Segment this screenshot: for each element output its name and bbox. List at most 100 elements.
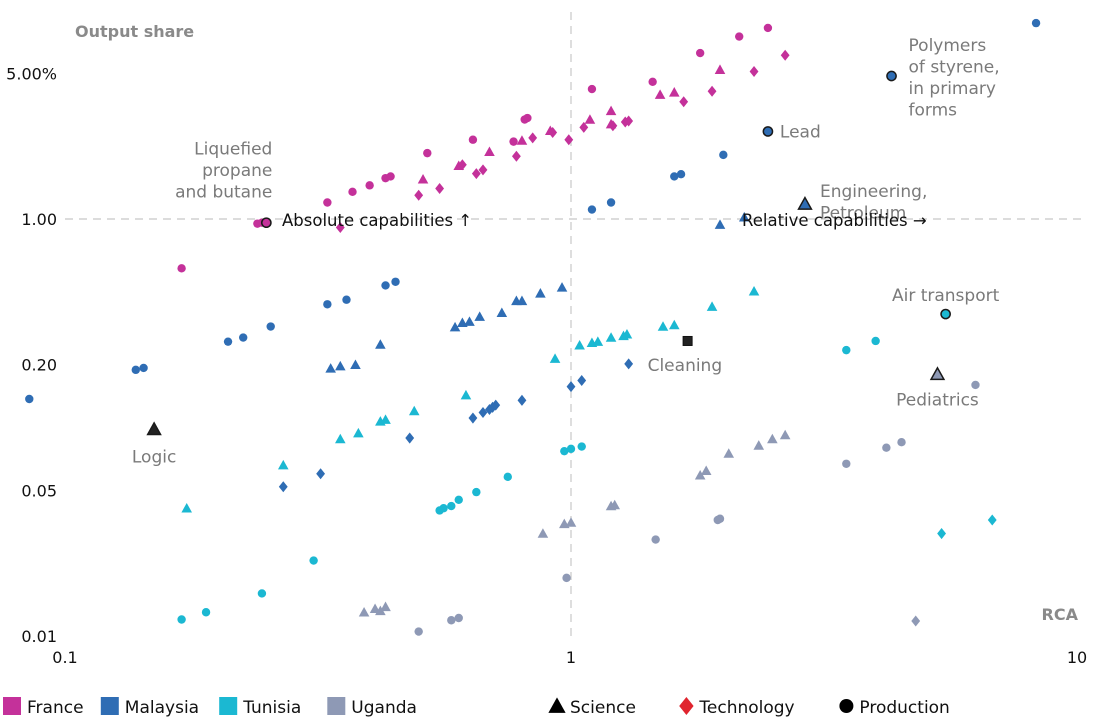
data-point-uganda (753, 440, 765, 450)
data-point-malaysia (606, 198, 616, 207)
data-point-france (478, 164, 488, 176)
data-point-uganda (971, 380, 980, 390)
data-point-malaysia (278, 481, 288, 493)
data-point-tunisia (937, 528, 947, 540)
data-point-tunisia (566, 444, 576, 454)
legend-label: Science (570, 698, 636, 718)
annotation-label: Lead (780, 122, 821, 142)
data-point-uganda (911, 615, 921, 627)
data-point-france (348, 187, 357, 197)
data-point-uganda (565, 517, 577, 527)
data-point-malaysia (517, 394, 527, 406)
data-point-uganda (375, 605, 386, 616)
data-point-tunisia (842, 345, 851, 355)
annotation-label: Liquefied propane and butane (175, 140, 272, 203)
data-point-malaysia (535, 288, 546, 298)
data-point-tunisia (706, 301, 718, 311)
data-point-malaysia (624, 358, 634, 370)
data-point-france (468, 135, 478, 144)
reference-lines (65, 12, 1082, 640)
data-point-tunisia (447, 501, 456, 511)
x-tick-label: 1 (566, 648, 576, 667)
data-point-malaysia (325, 363, 336, 373)
y-tick-label: 0.01 (21, 627, 57, 646)
data-point-tunisia (201, 608, 211, 617)
data-point-tunisia (439, 504, 448, 513)
highlighted-point (682, 335, 693, 346)
data-point-france (414, 189, 424, 201)
data-point-tunisia (380, 414, 391, 424)
data-point-tunisia (657, 321, 669, 331)
data-point-uganda (779, 429, 791, 440)
data-point-malaysia (738, 211, 750, 222)
data-point-france (648, 77, 657, 87)
data-point-uganda (700, 465, 712, 476)
data-point-malaysia (556, 282, 568, 292)
data-point-uganda (447, 616, 456, 625)
data-point-malaysia (719, 150, 728, 160)
x-axis-title: RCA (1042, 605, 1079, 624)
annotation-labels: Polymers of styrene, in primary forms Lead En… (132, 36, 1000, 467)
data-point-france (707, 85, 717, 97)
data-point-malaysia (131, 365, 140, 375)
data-point-france (335, 222, 345, 234)
data-point-malaysia (714, 219, 726, 229)
highlighted-point (797, 196, 813, 210)
relative-capabilities-label: Relative capabilities → (742, 211, 927, 230)
data-point-uganda (767, 433, 778, 444)
data-point-malaysia (350, 359, 361, 369)
highlighted-point (261, 217, 272, 229)
data-point-malaysia (449, 321, 461, 332)
legend-swatch-tunisia (219, 697, 238, 715)
axis-ticks: 0.01 0.05 0.20 1.00 5.00% 0.1 1 10 (6, 64, 1087, 667)
data-point-malaysia (577, 375, 587, 387)
annotation-label: Engineering, Petroleum (820, 182, 927, 224)
data-point-uganda (723, 448, 735, 458)
data-point-france (579, 121, 589, 133)
data-point-uganda (842, 459, 851, 468)
data-point-malaysia (342, 295, 351, 304)
data-point-france (584, 114, 596, 124)
legend-label: Production (859, 698, 949, 718)
data-point-tunisia (353, 427, 364, 438)
y-tick-label: 0.20 (21, 356, 57, 375)
data-point-france (605, 105, 617, 116)
data-point-tunisia (592, 336, 604, 346)
annotation-label: Logic (132, 447, 176, 467)
data-point-tunisia (181, 502, 193, 513)
data-point-malaysia (375, 339, 386, 349)
data-point-france (749, 65, 759, 77)
data-point-malaysia (464, 316, 475, 326)
data-point-malaysia (670, 172, 679, 181)
data-point-tunisia (987, 514, 997, 526)
data-point-tunisia (668, 319, 680, 330)
data-point-tunisia (560, 446, 569, 456)
data-point-france (735, 32, 744, 41)
data-point-france (523, 113, 532, 123)
legend-label: Uganda (351, 698, 417, 718)
data-point-malaysia (676, 170, 686, 179)
data-point-france (471, 168, 481, 180)
data-point-france (417, 174, 429, 184)
data-point-tunisia (605, 332, 617, 342)
data-point-france (177, 264, 186, 273)
data-point-tunisia (257, 589, 267, 598)
data-point-france (435, 183, 445, 195)
data-point-france (509, 137, 518, 146)
data-point-uganda (609, 499, 620, 510)
y-tick-label: 0.05 (21, 481, 57, 500)
highlighted-point (886, 70, 897, 82)
data-point-malaysia (566, 381, 576, 393)
legend-marker-production (839, 699, 854, 713)
data-point-malaysia (239, 333, 248, 342)
data-point-france (484, 146, 495, 157)
annotation-label: Air transport (892, 286, 1000, 306)
highlighted-point (929, 366, 946, 381)
legend-marker-science (548, 697, 566, 713)
data-point-malaysia (405, 432, 415, 444)
data-point-france (423, 148, 432, 158)
data-point-france (564, 134, 574, 146)
data-point-malaysia (478, 406, 488, 419)
data-point-uganda (380, 601, 391, 612)
data-point-france (668, 87, 680, 97)
